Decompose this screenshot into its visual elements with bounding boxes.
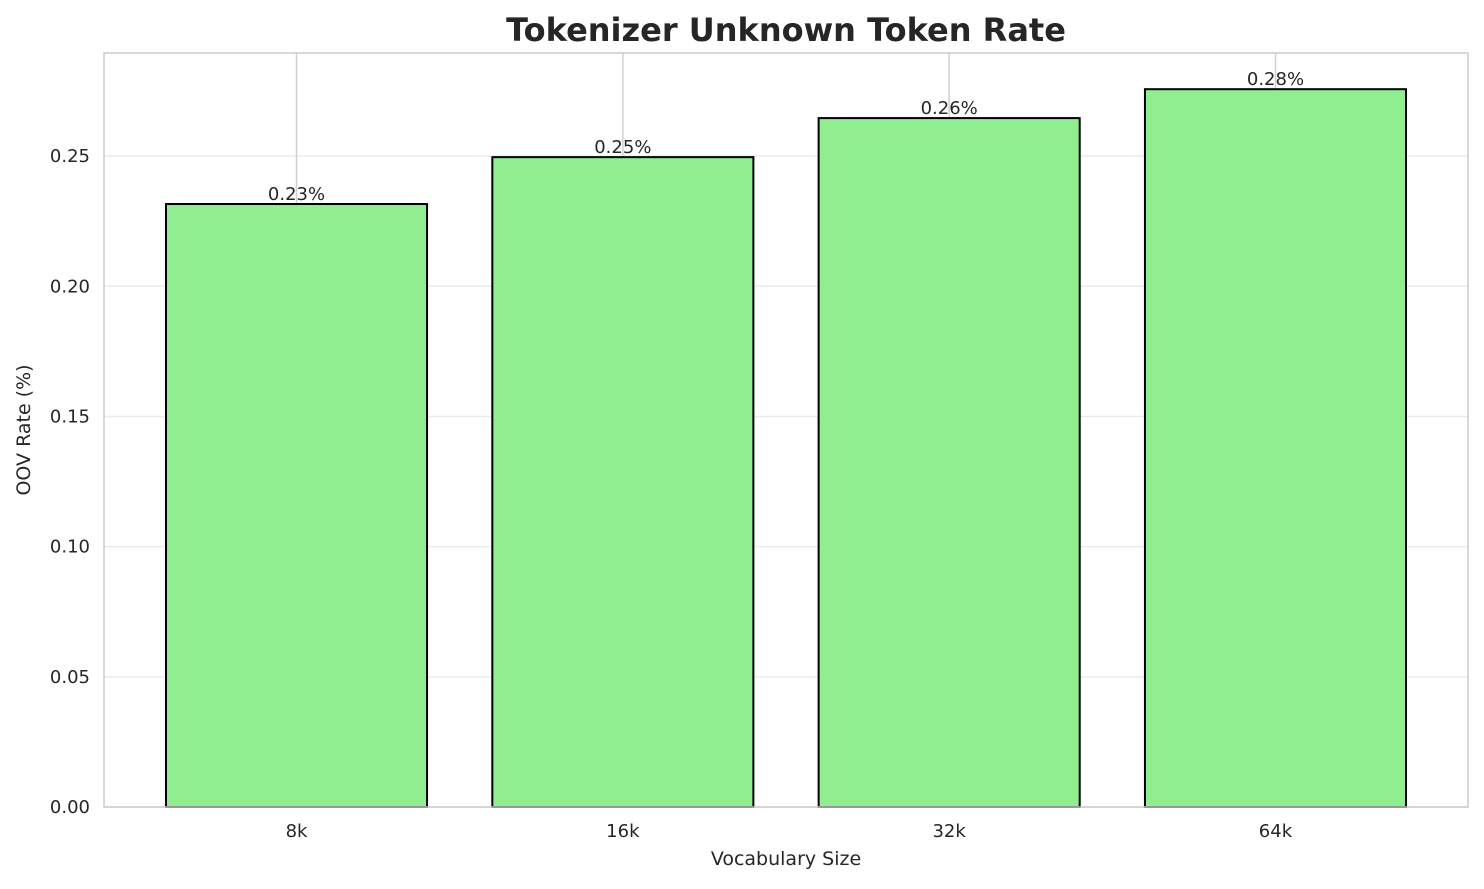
y-ticks: 0.00 0.05 0.10 0.15 0.20 0.25	[50, 146, 90, 818]
data-labels: 0.23% 0.25% 0.26% 0.28%	[268, 69, 1304, 205]
x-tick-label: 64k	[1259, 821, 1293, 842]
data-label: 0.23%	[268, 184, 325, 205]
x-tick-label: 32k	[932, 821, 966, 842]
data-label: 0.26%	[921, 98, 978, 119]
y-tick-label: 0.20	[50, 276, 90, 297]
y-axis-label: OOV Rate (%)	[13, 364, 35, 495]
y-tick-label: 0.05	[50, 667, 90, 688]
chart-title: Tokenizer Unknown Token Rate	[506, 11, 1066, 49]
data-label: 0.25%	[594, 137, 651, 158]
y-tick-label: 0.25	[50, 146, 90, 167]
x-axis-label: Vocabulary Size	[711, 848, 861, 870]
bars	[165, 88, 1408, 808]
x-tick-label: 16k	[606, 821, 640, 842]
data-label: 0.28%	[1247, 69, 1304, 90]
y-tick-label: 0.15	[50, 406, 90, 427]
y-tick-label: 0.00	[50, 797, 90, 818]
plot-frame	[103, 52, 1469, 808]
x-ticks: 8k 16k 32k 64k	[286, 821, 1293, 842]
y-tick-label: 0.10	[50, 537, 90, 558]
bar-32k	[817, 117, 1081, 808]
bar-64k	[1143, 88, 1408, 808]
bar-8k	[165, 203, 429, 808]
bar-16k	[491, 156, 755, 808]
x-tick-label: 8k	[286, 821, 308, 842]
